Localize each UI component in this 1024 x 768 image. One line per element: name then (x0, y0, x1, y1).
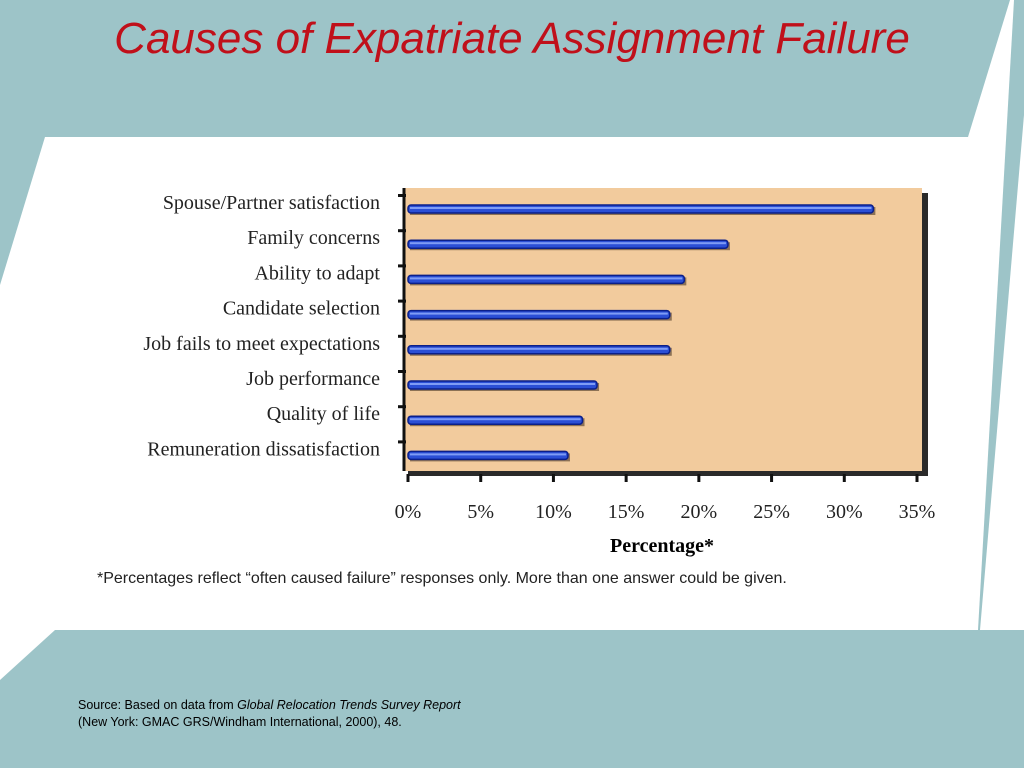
bar-highlight (410, 207, 872, 209)
x-axis-label: Percentage* (610, 535, 714, 557)
x-tick-label: 20% (681, 501, 718, 523)
source-prefix: Source: Based on data from (78, 698, 238, 712)
category-label: Quality of life (267, 403, 380, 425)
y-tick-mark (398, 299, 406, 303)
y-tick-mark (398, 440, 406, 444)
bar-highlight (410, 277, 683, 280)
bar-highlight (410, 383, 596, 385)
x-tick-mark (842, 474, 846, 482)
chart-panel (404, 188, 922, 471)
teal-band-right (978, 0, 1024, 630)
source-line-2: (New York: GMAC GRS/Windham Internationa… (78, 715, 402, 729)
y-tick-mark (398, 334, 406, 338)
category-label: Spouse/Partner satisfaction (163, 192, 380, 214)
bar-highlight (410, 312, 668, 315)
teal-band-bottom (0, 630, 1024, 768)
bar-highlight (410, 242, 726, 245)
x-tick-mark (479, 474, 483, 482)
x-tick-label: 35% (899, 501, 936, 523)
category-label: Remuneration dissatisfaction (147, 438, 380, 460)
y-tick-mark (398, 229, 406, 233)
x-tick-mark (915, 474, 919, 482)
y-tick-mark (398, 405, 406, 409)
x-tick-mark (551, 474, 555, 482)
slide-title: Causes of Expatriate Assignment Failure (114, 14, 910, 63)
source-citation: Source: Based on data from Global Reloca… (78, 697, 778, 731)
x-tick-label: 5% (467, 501, 494, 523)
x-tick-mark (624, 474, 628, 482)
x-tick-mark (770, 474, 774, 482)
x-tick-label: 15% (608, 501, 645, 523)
y-tick-mark (398, 194, 406, 197)
x-tick-label: 0% (395, 501, 422, 523)
teal-band-top (0, 0, 1010, 137)
y-tick-mark (398, 370, 406, 373)
x-tick-label: 30% (826, 501, 863, 523)
x-tick-label: 25% (753, 501, 790, 523)
bar-highlight (410, 453, 566, 456)
teal-band-left (0, 137, 45, 285)
category-label: Candidate selection (223, 298, 380, 320)
chart-footnote: *Percentages reflect “often caused failu… (97, 570, 787, 587)
x-tick-mark (406, 474, 410, 482)
source-title: Global Relocation Trends Survey Report (237, 698, 461, 712)
bar-highlight (410, 347, 668, 350)
x-tick-mark (697, 474, 701, 482)
category-label: Ability to adapt (254, 262, 380, 284)
bar-highlight (410, 418, 581, 421)
x-tick-label: 10% (535, 501, 572, 523)
y-tick-mark (398, 264, 406, 268)
category-label: Job performance (246, 368, 380, 390)
category-label: Family concerns (247, 227, 380, 249)
category-label: Job fails to meet expectations (143, 333, 380, 355)
